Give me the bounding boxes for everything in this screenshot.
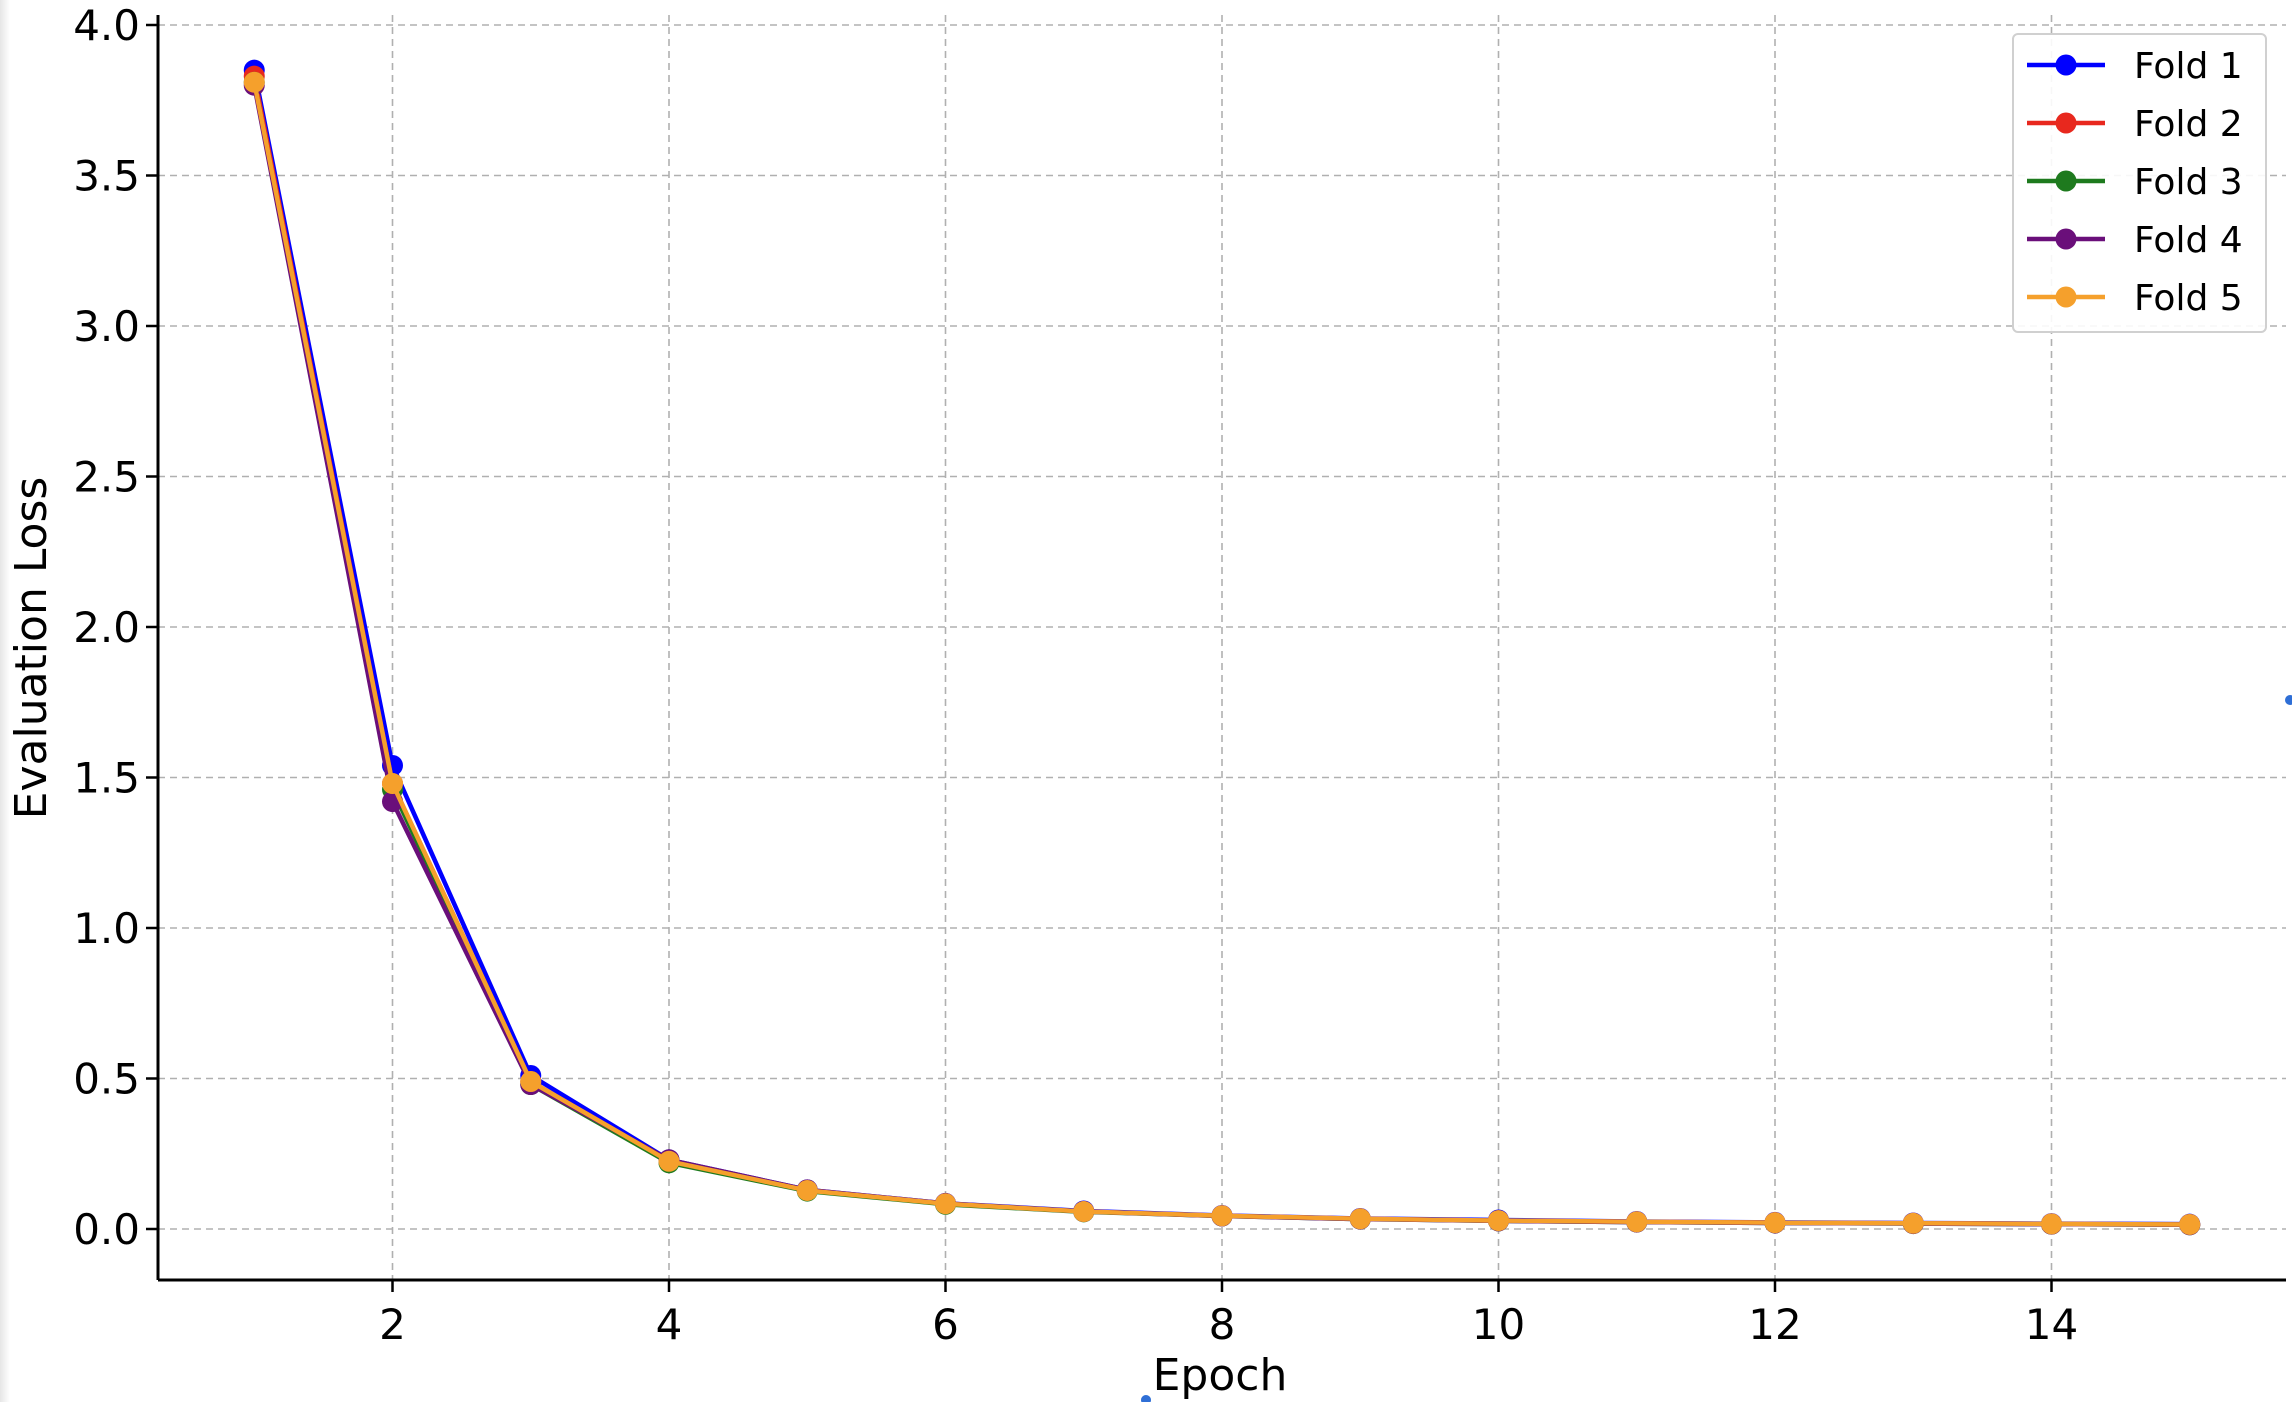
data-point [1211,1205,1233,1227]
data-point [935,1193,956,1215]
legend-label: Fold 3 [2134,162,2243,203]
x-tick-label: 2 [379,1300,406,1349]
y-tick-label: 1.5 [73,754,140,803]
legend-swatch-marker [2055,54,2077,76]
x-tick-label: 14 [2025,1300,2078,1349]
x-tick-label: 8 [1209,1300,1236,1349]
legend-box [2012,33,2267,333]
x-tick-label: 4 [656,1300,683,1349]
data-point [1626,1211,1648,1233]
legend: Fold 1 Fold 2 Fold 3 Fold 4 Fold 5 [2012,33,2267,333]
legend-label: Fold 2 [2134,104,2243,145]
legend-swatch-marker [2055,286,2077,308]
legend-swatch-marker [2055,170,2077,192]
data-point [243,71,265,93]
resize-handle-right[interactable] [2285,695,2292,705]
y-tick-label: 1.0 [73,904,140,953]
y-tick-label: 3.5 [73,152,140,201]
y-tick-label: 0.0 [73,1205,140,1254]
data-point [2041,1213,2062,1235]
series-lines [243,59,2201,1236]
data-point [1349,1208,1371,1230]
data-point [1764,1212,1786,1234]
axis-labels: Epoch Evaluation Loss [6,477,1287,1401]
x-tick-label: 6 [932,1300,959,1349]
series-5 [243,71,2201,1235]
data-point [382,773,403,795]
y-tick-label: 0.5 [73,1055,140,1104]
y-tick-label: 3.0 [73,302,140,351]
legend-label: Fold 5 [2134,278,2243,319]
legend-swatch-marker [2055,228,2077,250]
data-point [1488,1210,1509,1232]
legend-label: Fold 1 [2134,46,2243,87]
legend-label: Fold 4 [2134,220,2243,261]
axes: 2 4 6 8 10 12 14 0.0 0.5 1.0 1.5 2.0 2.5 3.0 3.5 4.0 [73,1,2286,1349]
data-point [1902,1212,1924,1234]
y-axis-title: Evaluation Loss [6,477,57,820]
x-tick-label: 12 [1748,1300,1801,1349]
data-point [520,1071,542,1093]
legend-swatch-marker [2055,112,2077,134]
left-edge-shadow [0,0,10,1402]
selection-handles [1141,695,2292,1402]
data-point [658,1150,680,1172]
x-tick-label: 10 [1472,1300,1525,1349]
y-tick-label: 2.0 [73,603,140,652]
data-point [1073,1201,1095,1223]
y-tick-label: 4.0 [73,1,140,50]
data-point [796,1179,818,1201]
y-tick-label: 2.5 [73,453,140,502]
resize-handle-bottom[interactable] [1141,1395,1151,1402]
data-point [2179,1213,2201,1235]
x-axis-title: Epoch [1153,1350,1288,1401]
grid [158,15,2286,1280]
